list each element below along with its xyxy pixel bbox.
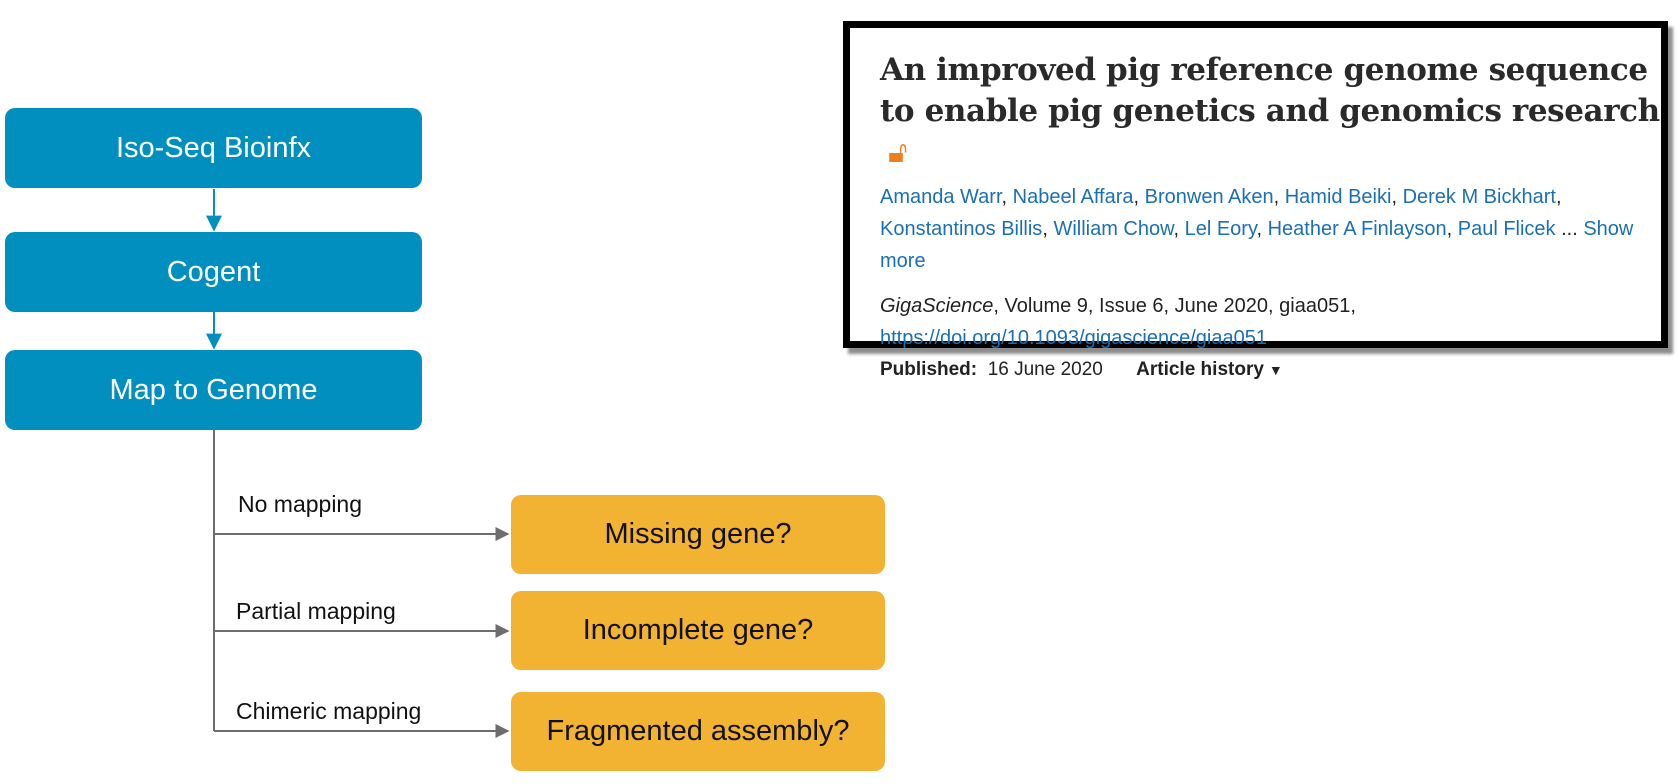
author-link[interactable]: Amanda Warr [880, 186, 1002, 208]
published-date: 16 June 2020 [987, 359, 1103, 380]
article-history-toggle[interactable]: Article history ▼ [1136, 359, 1283, 380]
author-link[interactable]: William Chow [1053, 218, 1174, 240]
outcome-label: Fragmented assembly? [546, 715, 850, 747]
outcome-incomplete-gene: Incomplete gene? [511, 591, 885, 670]
outcome-missing-gene: Missing gene? [511, 495, 885, 574]
branch-label-partial-mapping: Partial mapping [236, 598, 396, 624]
paper-title: An improved pig reference genome sequenc… [880, 50, 1670, 173]
step-isoseq-bioinfx: Iso-Seq Bioinfx [5, 108, 422, 188]
branch-label-chimeric-mapping: Chimeric mapping [236, 698, 422, 724]
citation-line: GigaScience, Volume 9, Issue 6, June 202… [880, 290, 1661, 354]
step-label: Map to Genome [109, 373, 318, 406]
step-map-to-genome: Map to Genome [5, 350, 422, 430]
author-link[interactable]: Paul Flicek [1457, 218, 1556, 240]
outcome-label: Missing gene? [604, 518, 792, 550]
outcome-fragmented-assembly: Fragmented assembly? [511, 692, 885, 771]
author-link[interactable]: Derek M Bickhart [1402, 186, 1556, 208]
author-link[interactable]: Hamid Beiki [1284, 186, 1392, 208]
published-label: Published: [880, 359, 978, 380]
paper-title-text: An improved pig reference genome sequenc… [880, 52, 1660, 129]
author-list: Amanda Warr, Nabeel Affara, Bronwen Aken… [880, 186, 1634, 272]
step-label: Iso-Seq Bioinfx [115, 131, 312, 164]
author-link[interactable]: Bronwen Aken [1144, 186, 1274, 208]
citation-details: , Volume 9, Issue 6, June 2020, giaa051, [993, 295, 1356, 317]
show-more-authors-link[interactable]: Show more [880, 218, 1634, 272]
author-link[interactable]: Konstantinos Billis [880, 218, 1043, 240]
open-lock-icon: 🔓︎ [888, 135, 908, 170]
step-label: Cogent [166, 255, 261, 288]
publication-row: Published: 16 June 2020 Article history ▼ [880, 354, 1661, 386]
journal-name: GigaScience [880, 295, 994, 317]
author-link[interactable]: Lel Eory [1184, 218, 1257, 240]
paper-citation-card: An improved pig reference genome sequenc… [843, 21, 1670, 380]
article-history-label: Article history [1136, 359, 1264, 380]
outcome-label: Incomplete gene? [582, 614, 814, 646]
doi-link[interactable]: https://doi.org/10.1093/gigascience/giaa… [880, 327, 1267, 349]
author-ellipsis: ... [1561, 218, 1578, 240]
caret-down-icon: ▼ [1268, 362, 1283, 378]
step-cogent: Cogent [5, 232, 422, 312]
author-link[interactable]: Nabeel Affara [1012, 186, 1134, 208]
author-link[interactable]: Heather A Finlayson [1267, 218, 1447, 240]
branch-label-no-mapping: No mapping [238, 491, 363, 517]
